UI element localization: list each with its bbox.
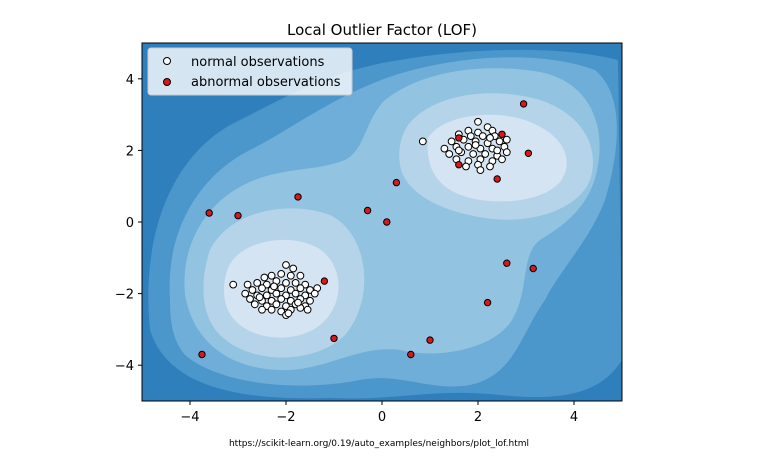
- normal-observation-point: [286, 271, 295, 280]
- scatter-points: [198, 100, 537, 359]
- normal-observation-point: [502, 148, 511, 157]
- x-tick-label: 0: [378, 410, 386, 425]
- normal-observation-point: [246, 295, 254, 303]
- normal-observation-point: [481, 150, 490, 158]
- x-tick-label: 2: [474, 410, 482, 425]
- normal-observation-point: [498, 155, 506, 164]
- y-tick-label: −4: [115, 359, 134, 374]
- normal-observation-point: [445, 150, 454, 158]
- normal-observation-point: [466, 132, 475, 141]
- normal-observation-point: [250, 300, 259, 309]
- normal-observation-point: [272, 300, 281, 309]
- abnormal-observation-point: [455, 161, 463, 169]
- normal-observation-point: [486, 134, 494, 142]
- normal-observation-point: [291, 289, 300, 298]
- normal-observation-point: [284, 309, 293, 318]
- normal-observation-point: [471, 141, 480, 149]
- normal-observation-point: [282, 279, 290, 287]
- abnormal-observation-point: [524, 149, 533, 158]
- normal-observation-point: [486, 162, 494, 171]
- abnormal-observation-point: [198, 350, 206, 359]
- abnormal-observation-point: [503, 259, 511, 267]
- normal-observation-point: [258, 305, 266, 314]
- normal-observation-point: [462, 162, 470, 171]
- normal-observation-point: [282, 261, 290, 269]
- chart-title: Local Outlier Factor (LOF): [287, 21, 477, 39]
- abnormal-observation-point: [330, 334, 338, 343]
- normal-observation-point: [258, 284, 266, 293]
- abnormal-observation-point: [426, 336, 434, 344]
- legend-marker-abnormal: [163, 78, 171, 86]
- legend-box: [147, 47, 353, 96]
- y-tick-label: 2: [126, 144, 134, 159]
- x-tick-label: −2: [276, 410, 295, 425]
- normal-observation-point: [303, 305, 312, 314]
- normal-observation-point: [229, 280, 238, 289]
- normal-observation-point: [464, 142, 473, 151]
- normal-observation-point: [277, 295, 286, 303]
- abnormal-observation-point: [455, 134, 463, 142]
- y-axis: −4 −2 0 2 4: [115, 73, 142, 374]
- normal-observation-point: [267, 305, 276, 314]
- normal-observation-point: [270, 282, 278, 291]
- source-caption: https://scikit-learn.org/0.19/auto_examp…: [229, 439, 529, 449]
- legend-label-abnormal: abnormal observations: [191, 75, 341, 90]
- normal-observation-point: [289, 264, 298, 273]
- normal-observation-point: [272, 289, 281, 298]
- normal-observation-point: [502, 135, 511, 144]
- normal-observation-point: [418, 137, 427, 146]
- abnormal-observation-point: [294, 193, 302, 201]
- normal-observation-point: [243, 280, 252, 289]
- normal-observation-point: [469, 150, 478, 158]
- normal-observation-point: [495, 137, 504, 146]
- abnormal-observation-point: [407, 350, 415, 359]
- y-tick-label: 0: [126, 216, 134, 231]
- normal-observation-point: [440, 144, 449, 153]
- normal-observation-point: [260, 273, 269, 282]
- normal-observation-point: [474, 117, 482, 126]
- abnormal-observation-point: [383, 218, 391, 226]
- legend-marker-normal: [163, 57, 171, 65]
- normal-observation-point: [476, 166, 485, 175]
- normal-observation-point: [310, 289, 319, 298]
- normal-observation-point: [296, 271, 305, 280]
- abnormal-observation-point: [519, 100, 528, 108]
- abnormal-observation-point: [498, 130, 506, 139]
- normal-observation-point: [267, 271, 276, 280]
- legend-label-normal: normal observations: [191, 55, 325, 70]
- normal-observation-point: [248, 286, 257, 294]
- y-tick-label: −2: [115, 288, 134, 303]
- normal-observation-point: [478, 132, 487, 141]
- normal-observation-point: [296, 284, 305, 293]
- x-tick-label: −4: [180, 410, 199, 425]
- abnormal-observation-point: [363, 206, 372, 215]
- normal-observation-point: [306, 296, 314, 305]
- normal-observation-point: [262, 291, 271, 300]
- x-axis: −4 −2 0 2 4: [180, 401, 578, 425]
- normal-observation-point: [255, 293, 264, 302]
- decision-function-contour: [142, 43, 622, 401]
- normal-observation-point: [277, 270, 286, 278]
- abnormal-observation-point: [529, 264, 537, 273]
- abnormal-observation-point: [234, 211, 242, 220]
- normal-observation-point: [277, 284, 286, 293]
- abnormal-observation-point: [493, 175, 501, 183]
- normal-observation-point: [241, 289, 250, 298]
- normal-observation-point: [253, 279, 262, 287]
- abnormal-observation-point: [392, 178, 401, 187]
- normal-observation-point: [294, 298, 302, 307]
- normal-observation-point: [291, 279, 300, 287]
- normal-observation-point: [493, 146, 502, 155]
- legend: normal observations abnormal observation…: [147, 47, 353, 96]
- abnormal-observation-point: [320, 277, 329, 285]
- x-tick-label: 4: [570, 410, 578, 425]
- abnormal-observation-point: [205, 209, 213, 217]
- normal-observation-point: [454, 146, 463, 155]
- abnormal-observation-point: [483, 298, 492, 307]
- normal-observation-point: [447, 137, 456, 146]
- y-tick-label: 4: [126, 73, 134, 88]
